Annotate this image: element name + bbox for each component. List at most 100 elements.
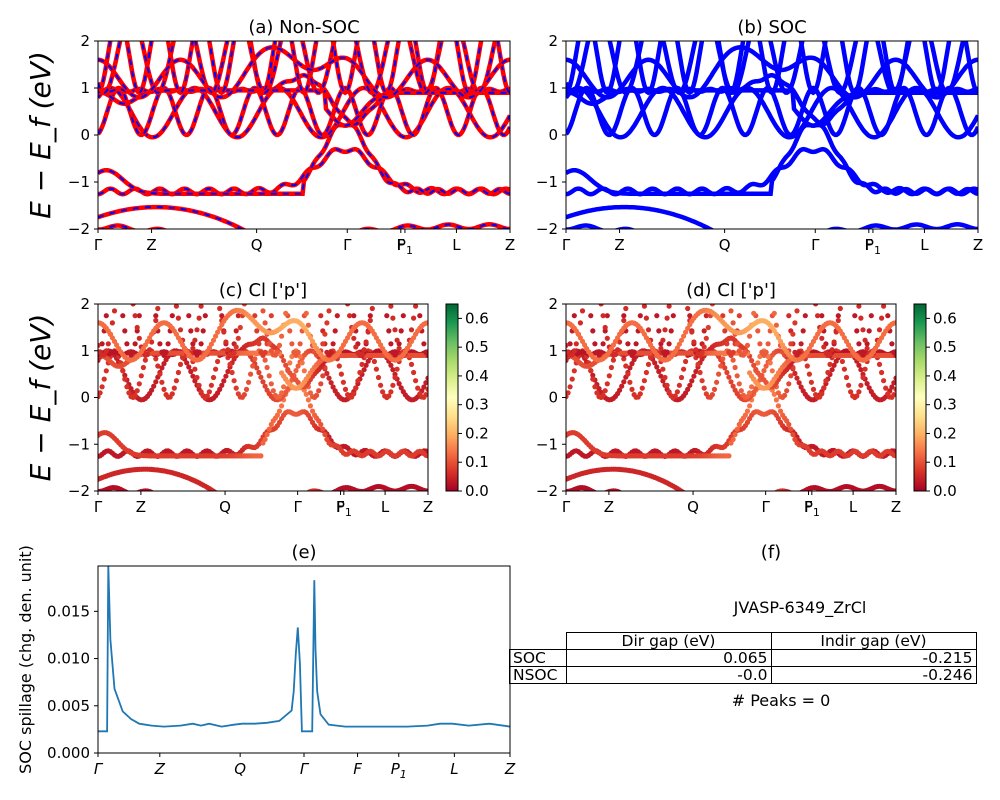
x-tick-label: F (804, 498, 813, 516)
y-tick-label: 1 (548, 79, 558, 97)
band-point (854, 393, 860, 399)
panel-b-title: (b) SOC (737, 17, 806, 38)
band-line-nonsoc (98, 41, 510, 96)
band-point (736, 313, 742, 319)
band-point (881, 304, 887, 309)
band-point (328, 490, 330, 491)
band-point (858, 367, 864, 373)
band-point (819, 391, 825, 397)
band-point (233, 344, 239, 350)
colorbar-tick-label: 0.0 (933, 482, 957, 500)
band-point (720, 313, 726, 319)
band-point (285, 386, 291, 392)
band-point (208, 341, 214, 347)
band-point (140, 364, 146, 371)
y-tick-label: 0 (80, 126, 90, 144)
band-point (883, 298, 888, 303)
col-dir-gap: Dir gap (eV) (565, 632, 772, 650)
band-point (658, 373, 664, 379)
band-point (264, 431, 270, 438)
band-point (233, 328, 239, 334)
band-point (714, 379, 720, 385)
band-line-soc-dashed (98, 89, 510, 127)
band-point (744, 419, 751, 425)
band-point (751, 362, 757, 368)
band-point (246, 379, 252, 385)
y-tick-label: 2 (80, 32, 90, 50)
band-point (891, 380, 896, 386)
band-point (813, 304, 819, 307)
band-point (318, 313, 324, 319)
x-tick-label: P1 (397, 236, 413, 257)
band-point (856, 362, 862, 368)
x-tick-label: Q (219, 498, 231, 516)
band-point (120, 313, 126, 319)
band-point (225, 347, 231, 353)
band-point (421, 341, 427, 347)
band-point (262, 349, 268, 355)
band-point (588, 313, 594, 319)
band-point (889, 384, 895, 390)
band-point (643, 315, 650, 321)
band-point (730, 383, 736, 389)
band-point (173, 378, 179, 384)
band-point (103, 368, 109, 374)
y-tick-label: 1 (80, 79, 90, 97)
y-tick-label: 0 (548, 389, 558, 407)
band-point (893, 386, 896, 392)
band-point (788, 373, 794, 379)
band-point (161, 386, 167, 392)
x-tick-label: Z (614, 236, 624, 254)
band-point (709, 304, 715, 307)
band-point (316, 388, 322, 394)
band-point (662, 374, 668, 381)
band-line (566, 122, 978, 197)
band-point (598, 349, 604, 355)
band-point (198, 389, 204, 395)
band-point (124, 384, 130, 390)
band-point (639, 385, 645, 391)
band-point (730, 349, 736, 355)
band-point (864, 381, 870, 387)
band-point (200, 328, 206, 334)
band-point (858, 382, 864, 388)
x-ticks: Γ Z Q Γ FP1 L Z (562, 229, 983, 257)
band-point (153, 317, 159, 324)
band-point (621, 379, 627, 385)
band-point (641, 304, 647, 309)
colorbar-gradient (913, 303, 927, 492)
band-point (808, 379, 815, 385)
band-point (891, 392, 896, 398)
band-point (233, 385, 239, 391)
y-tick-label: 0.015 (47, 602, 90, 620)
band-point (693, 368, 699, 375)
band-point (196, 349, 202, 355)
band-point (761, 368, 767, 374)
band-point (299, 360, 305, 366)
band-point (571, 348, 577, 354)
panel-c: (c) Cl ['p'] E − E_f (eV) −2 −1 0 1 2 Γ Z Q Γ FP1 L Z… (24, 280, 489, 519)
band-point (252, 356, 258, 362)
band-point (124, 341, 130, 347)
band-point (608, 364, 615, 371)
y-ticks: −2 −1 0 1 2 (68, 32, 98, 238)
panel-f-title: (f) (761, 542, 781, 563)
band-point (819, 335, 825, 341)
band-point (305, 322, 311, 328)
y-tick-label: −2 (68, 220, 90, 238)
band-point (693, 347, 699, 353)
band-point (268, 381, 274, 387)
band-point (617, 339, 623, 345)
band-point (742, 412, 749, 418)
band-point (825, 369, 831, 376)
band-point (744, 394, 751, 400)
band-point (177, 361, 184, 367)
band-point (398, 385, 404, 391)
band-point (726, 374, 732, 380)
band-point (579, 308, 586, 314)
band-point (289, 353, 295, 360)
band-point (303, 391, 309, 397)
col-indir-gap: Indir gap (eV) (770, 632, 977, 650)
band-point (625, 371, 631, 377)
